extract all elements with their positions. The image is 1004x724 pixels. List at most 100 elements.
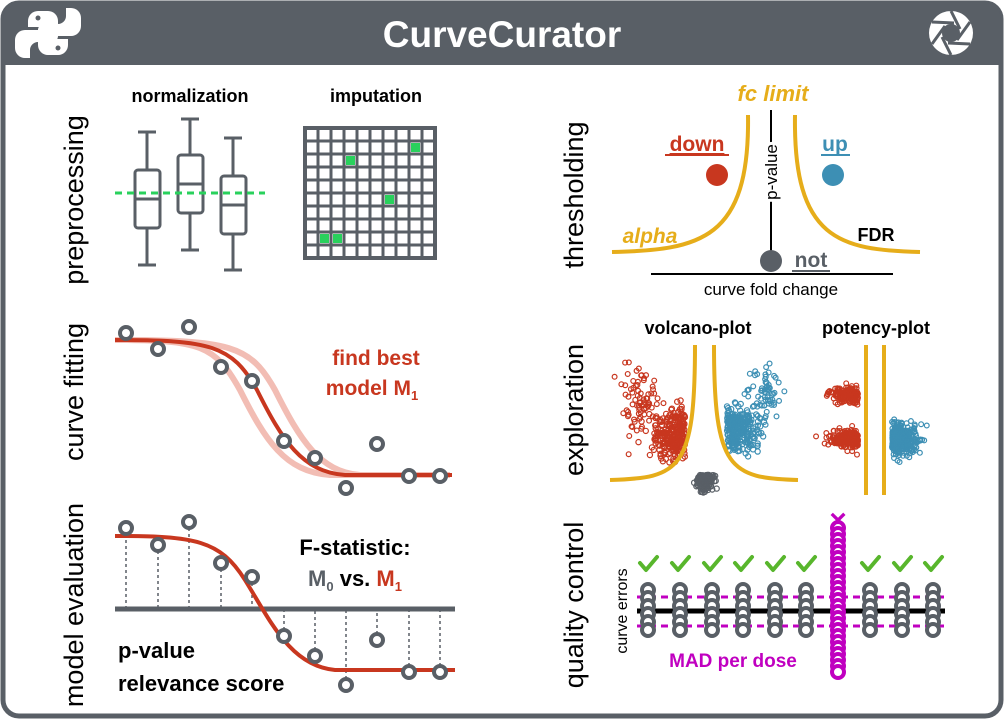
up-point [749,433,757,440]
down-point [662,455,670,463]
up-point [771,401,778,408]
up-dot [822,164,844,186]
down-point [635,365,642,372]
up-point [891,455,898,462]
failed-dose-column: × [829,504,847,680]
error-ring [894,622,910,638]
data-point [401,664,417,680]
quality-control-label: quality control [559,522,589,689]
up-point [906,454,913,461]
up-point [766,360,773,367]
imputed-cell [346,156,355,165]
down-point [668,406,675,413]
up-point [741,427,749,434]
down-point [849,422,856,429]
up-point [724,422,732,429]
down-point [648,390,655,397]
up-point [726,431,733,439]
data-point [307,450,323,466]
down-point [838,440,845,447]
down-point [834,385,841,392]
not-point [698,472,706,479]
down-point [641,399,648,406]
down-point [853,451,860,458]
error-ring [862,622,878,638]
down-point [658,429,666,437]
down-point [646,417,653,424]
imputation-grid [303,126,437,260]
relevance-score-label: relevance score [118,671,284,696]
boxplots [133,117,248,272]
fc-limit-label: fc limit [738,81,811,106]
find-best-label: find best [332,347,420,370]
data-point [181,514,197,530]
down-point [832,385,839,392]
down-point [646,451,654,459]
up-point [762,413,769,420]
curve-errors-label: curve errors [614,568,631,653]
down-point [651,430,658,437]
down-point [813,433,820,440]
p-value-axis-label: p-value [762,144,781,200]
volcano-plot-title: volcano-plot [645,318,752,338]
exploration-label: exploration [559,344,589,476]
up-point [735,403,742,410]
up-point [746,370,753,377]
curve-fitting-label: curve fitting [59,323,89,461]
up-point [904,440,911,447]
down-point [624,413,631,420]
up-point [771,389,778,396]
up-point [725,406,732,414]
up-point [889,440,896,447]
up-point [730,412,738,420]
up-point [913,432,920,439]
python-logo-icon [15,8,81,58]
fdr-label: FDR [858,225,895,245]
up-point [762,421,769,428]
data-point [307,648,323,664]
down-point [654,395,661,402]
data-point [432,664,448,680]
error-ring [672,622,688,638]
up-point [749,412,756,419]
up-point [896,432,903,439]
down-point [842,395,849,402]
down-point [661,443,668,451]
down-point [680,433,687,440]
data-point [338,677,354,693]
error-ring [735,622,751,638]
down-point [649,413,656,420]
up-point [724,418,732,426]
data-point [118,520,134,536]
not-point [693,483,700,490]
up-point [758,429,765,437]
potency-plot [813,380,930,465]
check-icon [702,555,723,572]
down-point [825,441,832,448]
down-point [611,373,618,380]
imputed-cell [320,234,329,243]
down-point [677,397,684,404]
dose-column [892,555,913,638]
mad-per-dose-label: MAD per dose [669,651,797,672]
threshold-curves [611,114,921,254]
up-point [767,396,774,403]
down-point [629,424,636,431]
down-point [848,430,855,437]
model-evaluation-points [118,514,448,693]
data-point [150,341,166,357]
dose-column [765,555,786,638]
down-point [637,390,644,397]
error-ring [767,622,783,638]
up-point [747,419,754,426]
down-point [644,395,651,402]
down-point [660,400,667,407]
up-point [893,419,900,426]
f-statistic-label: F-statistic: [299,535,410,560]
imputation-title: imputation [330,86,422,106]
up-point [755,422,762,429]
up-point [909,438,916,445]
not-point [713,485,720,492]
model-evaluation-label: model evaluation [59,503,89,707]
